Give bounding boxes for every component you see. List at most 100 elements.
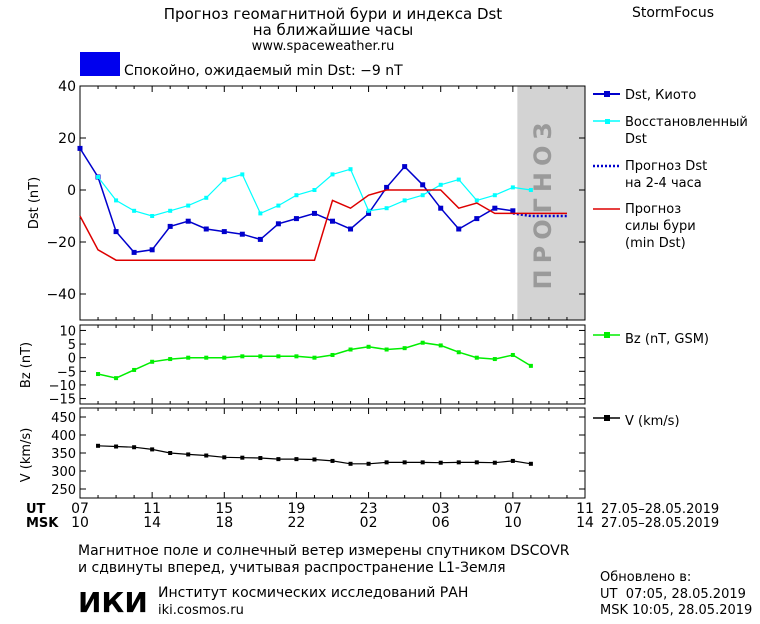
data-point-v [348,461,353,466]
data-point-kyoto [348,226,354,232]
data-point-kyoto [221,229,227,235]
legend-label-storm-3: (min Dst) [625,236,686,251]
data-point-bz [420,340,425,345]
bz-y-tick-label: −10 [49,379,76,394]
legend-label-dst-kyoto: Dst, Киото [625,88,696,103]
brand-name: StormFocus [632,5,714,21]
legend-label-restored-1: Восстановленный [625,115,748,130]
data-point-v [168,451,173,455]
data-point-v [204,453,209,458]
institute-site[interactable]: iki.cosmos.ru [158,603,244,618]
bz-y-axis-label: Bz (nT) [19,342,34,388]
data-point-restored [348,167,353,172]
bz-series [96,340,533,381]
data-point-kyoto [275,221,281,227]
data-point-kyoto [330,218,335,224]
data-point-restored [96,175,101,179]
data-point-restored [294,193,299,198]
data-point-v [312,457,317,462]
data-point-kyoto [239,231,245,237]
site-url[interactable]: www.spaceweather.ru [252,39,395,54]
data-point-restored [492,193,497,198]
data-point-kyoto [293,216,299,222]
v-y-tick-label: 350 [51,447,76,462]
data-point-bz [258,354,263,359]
data-point-v [456,460,461,465]
legend-item-restored: Восстановленный Dst [593,115,748,147]
msk-tick-label: 06 [432,515,450,531]
data-point-bz [438,343,443,348]
data-point-restored [330,172,335,177]
updated-ut: UT 07:05, 28.05.2019 [600,587,746,602]
updated-label: Обновлено в: [600,570,691,585]
data-point-bz [330,352,335,357]
data-point-kyoto [510,208,516,214]
legend-label-bz: Bz (nT, GSM) [625,332,709,347]
msk-tick-label: 14 [143,515,161,531]
bz-y-tick-label: −5 [57,365,76,380]
data-point-restored [114,198,119,203]
msk-axis-label: MSK [26,516,59,531]
data-point-v [276,457,281,462]
bz-y-tick-label: −15 [49,393,76,408]
data-point-restored [168,208,173,213]
msk-tick-label: 10 [504,515,522,531]
dst-x-ticks [79,86,586,320]
data-point-v [492,460,497,465]
bz-x-ticks [79,325,586,404]
data-point-restored [204,195,209,200]
v-panel: 450 400 350 300 250 V (km/s) [19,407,586,499]
data-point-v [96,443,101,448]
data-point-bz [96,372,101,377]
v-y-axis-label: V (km/s) [19,428,34,483]
date-range-ut: 27.05–28.05.2019 [601,502,719,517]
data-point-bz [510,352,515,357]
data-point-restored [366,208,371,213]
data-point-bz [492,357,497,362]
data-point-restored [312,188,317,192]
msk-tick-label: 10 [71,515,89,531]
data-point-restored [510,185,515,190]
data-point-v [150,447,155,452]
msk-tick-label: 18 [215,515,233,531]
data-point-v [528,461,533,466]
dst-y-tick-label: 40 [58,79,76,95]
data-point-kyoto [420,182,426,188]
data-point-restored [186,203,191,208]
data-point-bz [168,357,173,362]
legend-label-v: V (km/s) [625,414,680,429]
v-y-tick-label: 450 [51,411,76,426]
data-point-kyoto [203,226,209,232]
bz-plot-frame [79,324,586,405]
dst-panel: ПРОГНОЗ 40 20 0 −20 −40 Dst (nT) [27,79,586,321]
bz-y-tick-label: 5 [68,338,76,353]
msk-tick-label: 14 [576,515,594,531]
legend-label-restored-2: Dst [625,132,647,147]
legend-label-storm-2: силы бури [625,219,696,234]
data-point-kyoto [492,205,498,211]
data-point-kyoto [402,164,408,170]
data-point-v [402,460,407,465]
footer-note-line1: Магнитное поле и солнечный ветер измерен… [78,543,570,559]
data-point-v [510,458,515,463]
legend-label-storm-1: Прогноз [625,202,681,217]
ut-tick-label: 03 [432,501,450,517]
dst-y-axis-label: Dst (nT) [27,177,42,229]
legend-label-forecast-2: на 2-4 часа [625,176,702,191]
data-point-bz [222,355,227,360]
msk-tick-label: 22 [288,515,306,531]
data-point-restored [456,177,461,182]
dst-y-tick-label: −40 [46,287,76,303]
v-x-ticks [79,408,586,498]
msk-tick-labels: 10 14 18 22 02 06 10 14 [71,515,594,531]
data-point-bz [348,347,353,352]
ut-tick-label: 07 [71,501,89,517]
ut-axis-label: UT [26,502,46,517]
v-plot-frame [79,407,586,499]
legend-item-dst-kyoto: Dst, Киото [593,88,696,103]
data-point-kyoto [366,210,372,216]
data-point-bz [456,350,461,355]
series-line-kyoto [79,148,514,254]
data-point-bz [132,367,137,372]
